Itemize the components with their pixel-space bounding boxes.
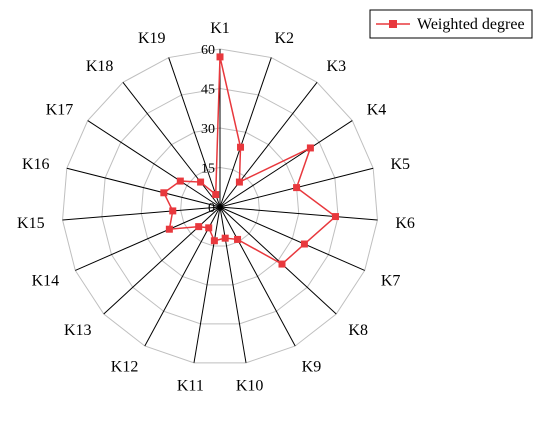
grid-ring-60 [62, 48, 378, 364]
spoke-K15 [62, 206, 221, 221]
data-point-K7 [300, 240, 308, 248]
category-label-K18: K18 [86, 58, 114, 75]
spoke-K10 [219, 206, 247, 363]
category-label-K13: K13 [64, 322, 92, 339]
category-label-K15: K15 [17, 215, 45, 232]
tick-label-15: 15 [201, 162, 215, 177]
category-label-K3: K3 [327, 58, 347, 75]
category-label-K17: K17 [46, 102, 74, 119]
category-label-K1: K1 [210, 20, 230, 37]
data-point-K1 [216, 53, 224, 61]
spoke-K11 [193, 206, 221, 363]
category-label-K11: K11 [177, 378, 204, 395]
data-point-K15 [169, 207, 177, 215]
radar-grid [62, 48, 378, 364]
spoke-K2 [219, 57, 272, 208]
spoke-K8 [219, 206, 337, 315]
category-label-K7: K7 [381, 272, 401, 289]
data-point-K5 [293, 184, 301, 192]
grid-ring-15 [180, 166, 260, 247]
radar-spokes [62, 49, 378, 363]
radial-tick-labels: 0 15 30 45 60 [201, 43, 215, 216]
spoke-K6 [219, 206, 378, 221]
data-point-K8 [278, 260, 286, 268]
data-point-K19 [212, 191, 220, 199]
category-labels: K1 K2 K3 K4 K5 K6 K7 K8 K9 K10 K11 K12 K13 K14 K15 K16 K… [17, 20, 415, 395]
category-label-K12: K12 [111, 358, 139, 375]
spoke-K7 [219, 206, 365, 271]
category-label-K5: K5 [390, 156, 410, 173]
series-layer [160, 53, 339, 268]
spoke-K9 [219, 206, 296, 347]
data-point-K18 [197, 178, 205, 186]
data-point-K3 [235, 178, 243, 186]
tick-label-0: 0 [208, 201, 215, 216]
spoke-K13 [103, 206, 221, 315]
data-point-K2 [237, 143, 245, 151]
data-point-K16 [160, 189, 168, 197]
data-point-K6 [331, 213, 339, 221]
spoke-K16 [66, 167, 221, 208]
spoke-K18 [122, 82, 221, 208]
category-label-K19: K19 [138, 30, 166, 47]
legend-marker [389, 20, 397, 28]
category-label-K14: K14 [32, 272, 60, 289]
tick-label-60: 60 [201, 43, 215, 58]
grid-ring-30 [140, 127, 300, 286]
legend: Weighted degree [369, 9, 533, 39]
category-label-K9: K9 [302, 358, 322, 375]
data-point-K12 [205, 224, 213, 232]
grid-ring-45 [101, 87, 339, 325]
legend-label: Weighted degree [417, 16, 525, 33]
category-label-K10: K10 [236, 378, 264, 395]
data-point-K9 [234, 235, 242, 243]
category-label-K2: K2 [274, 30, 294, 47]
data-point-K11 [210, 237, 218, 245]
category-label-K6: K6 [395, 215, 415, 232]
tick-label-45: 45 [201, 83, 215, 98]
category-label-K8: K8 [348, 322, 368, 339]
category-label-K4: K4 [367, 102, 387, 119]
spoke-K4 [219, 120, 353, 208]
spoke-K19 [168, 57, 221, 208]
data-point-K14 [165, 225, 173, 233]
data-point-K13 [195, 223, 203, 231]
spoke-K17 [87, 120, 221, 208]
category-label-K16: K16 [22, 156, 50, 173]
data-point-K10 [221, 234, 229, 242]
data-point-K17 [176, 177, 184, 185]
spoke-K3 [219, 82, 318, 208]
spoke-K14 [75, 206, 221, 271]
tick-label-30: 30 [201, 122, 215, 137]
data-point-K4 [306, 144, 314, 152]
